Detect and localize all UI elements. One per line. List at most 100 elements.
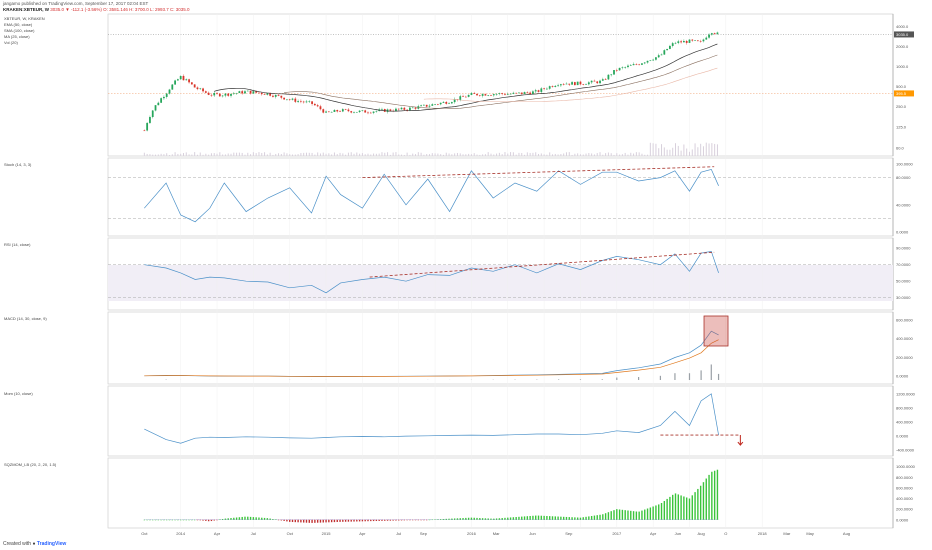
candle-body	[431, 104, 434, 106]
candle-body	[241, 91, 244, 94]
sqz-bar	[400, 519, 403, 521]
volume-bar	[529, 152, 531, 156]
volume-bar	[630, 152, 632, 156]
sqz-bar	[378, 519, 380, 521]
candle-body	[272, 95, 274, 97]
pane-tick: 400.0000	[896, 496, 913, 501]
rsi-label: RSI (14, close)	[4, 242, 31, 247]
candle-body	[559, 84, 562, 86]
volume-bar	[641, 153, 643, 156]
volume-bar	[532, 152, 534, 156]
candle-body	[436, 104, 439, 105]
volume-bar	[149, 154, 151, 156]
volume-bar	[264, 152, 266, 156]
volume-bar	[602, 154, 604, 156]
sqz-bar	[582, 517, 584, 520]
sqz-bar	[655, 505, 657, 520]
volume-bar	[143, 152, 145, 156]
candle-body	[590, 80, 593, 83]
candle-body	[481, 94, 484, 96]
candle-body	[149, 117, 151, 123]
volume-bar	[551, 154, 553, 156]
stoch-label: Stoch (14, 3, 3)	[4, 162, 32, 167]
candle-body	[593, 80, 596, 82]
sqz-bar	[414, 519, 417, 521]
sqz-bar	[624, 510, 626, 520]
candle-body	[638, 64, 641, 66]
candle-body	[696, 40, 699, 42]
time-tick: Aug	[843, 531, 850, 536]
candle-body	[168, 89, 171, 94]
candle-body	[601, 79, 604, 81]
price-tick: 500.0	[896, 84, 907, 89]
candle-body	[367, 112, 369, 114]
candle-body	[190, 82, 193, 85]
volume-bar	[658, 148, 660, 156]
candle-body	[308, 101, 311, 102]
candle-body	[520, 92, 523, 94]
sqz-bar	[255, 517, 257, 520]
candle-body	[361, 110, 364, 111]
sqz-bar	[507, 517, 509, 520]
sqz-bar	[512, 517, 515, 520]
candle-body	[470, 93, 473, 95]
candle-body	[420, 105, 423, 107]
sqz-bar	[705, 478, 707, 520]
sqz-bar	[386, 519, 389, 521]
volume-bar	[191, 154, 193, 156]
time-tick: Jul	[396, 531, 401, 536]
candle-body	[529, 92, 532, 95]
rsi-band	[108, 265, 893, 301]
sqz-bar	[518, 516, 520, 520]
candle-body	[269, 93, 272, 96]
volume-bar	[160, 153, 162, 156]
sqz-bar	[235, 517, 238, 520]
volume-bar	[417, 152, 419, 156]
candle-body	[154, 105, 157, 111]
sqz-bar	[599, 514, 601, 520]
volume-bar	[702, 146, 704, 156]
sqz-bar	[588, 516, 590, 520]
volume-bar	[289, 154, 291, 156]
volume-bar	[697, 147, 699, 156]
candle-body	[562, 84, 565, 85]
candle-body	[224, 93, 227, 96]
sqz-bar	[179, 519, 182, 521]
volume-bar	[336, 154, 338, 156]
volume-bar	[196, 154, 198, 156]
sqz-bar	[551, 516, 554, 520]
pane-frame-5	[107, 457, 894, 529]
volume-bar	[672, 147, 674, 156]
time-tick: O	[724, 531, 727, 536]
volume-bar	[305, 152, 307, 156]
candle-body	[607, 74, 610, 80]
volume-bar	[498, 152, 500, 156]
sqz-bar	[549, 516, 551, 520]
stoch-line	[144, 168, 719, 223]
sqz-bar	[708, 474, 710, 520]
candle-body	[369, 112, 372, 114]
volume-bar	[177, 153, 179, 156]
volume-bar	[633, 153, 635, 156]
sqz-bar	[694, 492, 696, 520]
sqz-bar	[322, 519, 324, 523]
volume-bar	[210, 153, 212, 156]
sqz-bar	[358, 519, 361, 522]
sqz-bar	[677, 494, 679, 520]
volume-bar	[635, 152, 637, 156]
volume-bar	[487, 152, 489, 156]
volume-bar	[661, 144, 663, 156]
published-line: jangamo published on TradingView.com, Se…	[3, 1, 149, 6]
volume-bar	[272, 154, 274, 156]
candle-body	[325, 111, 327, 113]
volume-bar	[616, 153, 618, 156]
volume-bar	[688, 151, 690, 156]
volume-bar	[518, 152, 520, 156]
candle-body	[557, 85, 559, 86]
sqz-bar	[166, 519, 168, 521]
candle-body	[708, 34, 710, 38]
candle-body	[492, 94, 495, 96]
volume-bar	[311, 152, 313, 156]
volume-bar	[155, 154, 157, 156]
